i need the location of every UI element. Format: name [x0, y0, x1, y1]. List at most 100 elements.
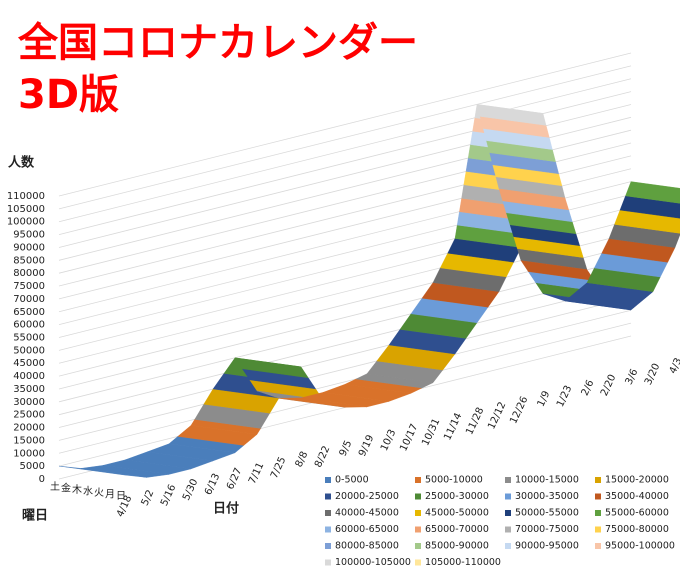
legend-label: 95000-100000 — [605, 541, 675, 552]
y-tick-label: 50000 — [13, 345, 45, 356]
y-tick-label: 105000 — [7, 204, 45, 215]
legend-label: 75000-80000 — [605, 524, 669, 535]
legend-label: 25000-30000 — [425, 491, 489, 502]
legend-swatch — [415, 477, 421, 483]
x-tick-label: 6/13 — [203, 472, 222, 497]
legend-swatch — [505, 543, 511, 549]
y-tick-label: 80000 — [13, 268, 45, 279]
y-tick-label: 95000 — [13, 230, 45, 241]
legend-swatch — [325, 510, 331, 516]
legend-swatch — [505, 526, 511, 533]
legend-label: 15000-20000 — [605, 475, 669, 486]
legend-swatch — [595, 510, 601, 516]
x-tick-label: 11/14 — [442, 411, 464, 442]
legend-swatch — [505, 493, 511, 500]
y-tick-label: 5000 — [20, 461, 45, 472]
x-tick-label: 2/20 — [599, 373, 618, 398]
y-tick-label: 35000 — [13, 384, 45, 395]
y-tick-label: 65000 — [13, 307, 45, 318]
x-tick-label: 12/26 — [508, 395, 530, 426]
legend-swatch — [325, 543, 331, 549]
chart-title: 全国コロナカレンダー — [17, 20, 418, 66]
legend-label: 0-5000 — [335, 475, 369, 486]
legend-swatch — [415, 510, 421, 516]
z-tick-label: 月 — [105, 489, 115, 501]
x-tick-label: 9/5 — [338, 439, 355, 458]
legend-label: 105000-110000 — [425, 557, 501, 568]
legend-swatch — [415, 526, 421, 533]
grid-line — [58, 52, 632, 197]
z-axis-title: 曜日 — [22, 509, 48, 524]
x-tick-label: 5/16 — [159, 483, 178, 508]
x-tick-label: 10/17 — [398, 422, 420, 453]
y-tick-label: 30000 — [13, 397, 45, 408]
x-tick-label: 3/20 — [643, 362, 662, 387]
legend-swatch — [415, 559, 421, 566]
x-tick-label: 7/25 — [269, 455, 288, 480]
grid-line — [58, 309, 632, 454]
legend-swatch — [595, 493, 601, 500]
legend-label: 50000-55000 — [515, 508, 579, 519]
z-tick-label: 木 — [72, 484, 82, 496]
x-tick-label: 11/28 — [464, 406, 486, 437]
y-tick-label: 20000 — [13, 423, 45, 434]
legend-label: 40000-45000 — [335, 508, 399, 519]
legend-swatch — [325, 526, 331, 533]
y-tick-label: 100000 — [7, 217, 45, 228]
y-tick-label: 0 — [39, 474, 45, 485]
legend-swatch — [325, 559, 331, 566]
y-tick-label: 40000 — [13, 371, 45, 382]
grid-line — [58, 65, 632, 210]
legend-swatch — [505, 477, 511, 483]
x-tick-label: 7/11 — [247, 461, 266, 486]
y-tick-label: 110000 — [7, 191, 45, 202]
legend-swatch — [325, 477, 331, 483]
surface-patch — [498, 188, 569, 211]
x-tick-label: 8/8 — [294, 450, 311, 469]
legend-label: 70000-75000 — [515, 524, 579, 535]
legend-label: 55000-60000 — [605, 508, 669, 519]
y-tick-label: 75000 — [13, 281, 45, 292]
x-tick-label: 3/6 — [624, 367, 641, 386]
legend-label: 65000-70000 — [425, 524, 489, 535]
x-tick-label: 4/3 — [668, 356, 680, 375]
y-axis-title: 人数 — [8, 155, 35, 171]
y-tick-label: 10000 — [13, 448, 45, 459]
surface-patch — [625, 181, 680, 204]
z-tick-label: 土 — [50, 480, 60, 493]
chart-subtitle: 3D版 — [18, 72, 119, 118]
legend-label: 30000-35000 — [515, 491, 579, 502]
x-tick-label: 1/9 — [536, 389, 553, 408]
x-tick-label: 12/12 — [486, 400, 508, 431]
legend-label: 35000-40000 — [605, 491, 669, 502]
legend-label: 45000-50000 — [425, 508, 489, 519]
legend-swatch — [595, 526, 601, 533]
y-tick-label: 45000 — [13, 358, 45, 369]
z-tick-label: 水 — [83, 486, 93, 498]
z-tick-label: 金 — [61, 482, 71, 495]
y-tick-label: 90000 — [13, 242, 45, 253]
y-tick-label: 70000 — [13, 294, 45, 305]
x-tick-label: 10/31 — [420, 417, 442, 448]
grid-line — [58, 297, 632, 441]
x-tick-label: 8/22 — [313, 444, 332, 469]
y-tick-label: 85000 — [13, 255, 45, 266]
x-tick-label: 2/6 — [580, 378, 597, 397]
x-tick-label: 5/30 — [181, 477, 200, 502]
legend-swatch — [595, 543, 601, 549]
legend-label: 90000-95000 — [515, 541, 579, 552]
legend-swatch — [415, 543, 421, 549]
grid-line — [58, 284, 632, 428]
grid-line — [58, 78, 632, 223]
x-axis-title: 日付 — [213, 501, 239, 517]
grid-line — [58, 271, 632, 416]
legend-swatch — [505, 510, 511, 516]
legend-label: 80000-85000 — [335, 541, 399, 552]
x-tick-label: 5/2 — [140, 488, 157, 507]
legend-label: 85000-90000 — [425, 541, 489, 552]
z-tick-label: 日 — [116, 491, 126, 502]
surface-patch — [234, 357, 309, 379]
legend-label: 100000-105000 — [335, 557, 411, 568]
legend-label: 10000-15000 — [515, 475, 579, 486]
